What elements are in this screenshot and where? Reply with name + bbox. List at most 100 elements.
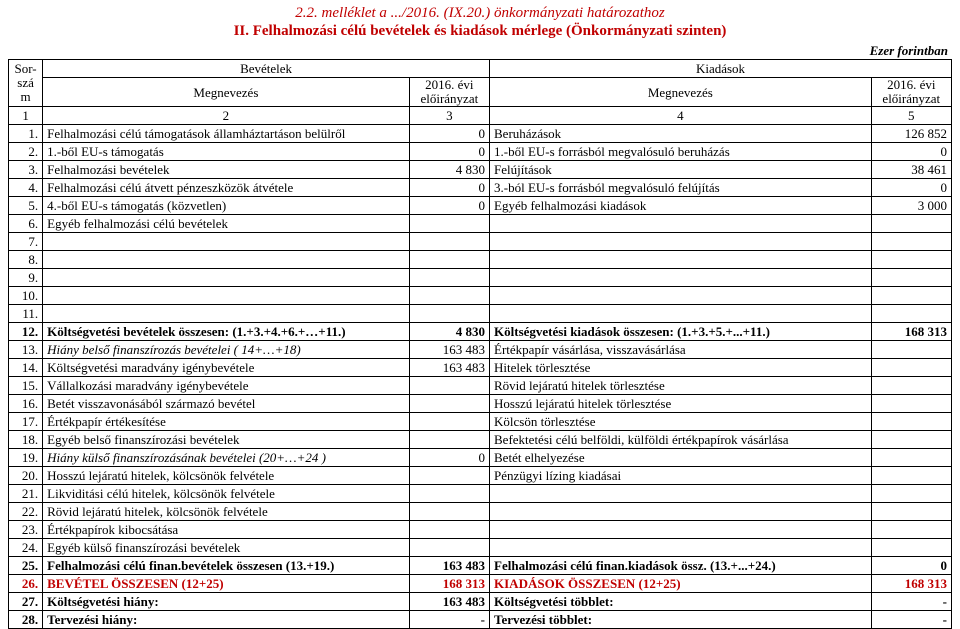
cell: Felhalmozási célú finan.bevételek összes… — [43, 557, 410, 575]
cell: 1.-ből EU-s támogatás — [43, 143, 410, 161]
cell — [409, 377, 489, 395]
cell: KIADÁSOK ÖSSZESEN (12+25) — [490, 575, 872, 593]
cell — [871, 449, 951, 467]
cell — [409, 305, 489, 323]
cell: Befektetési célú belföldi, külföldi érté… — [490, 431, 872, 449]
cell: 3. — [9, 161, 43, 179]
cell: 168 313 — [409, 575, 489, 593]
cell — [871, 431, 951, 449]
cell — [409, 431, 489, 449]
cell: - — [871, 593, 951, 611]
cell — [409, 503, 489, 521]
cell: Felújítások — [490, 161, 872, 179]
cell: 23. — [9, 521, 43, 539]
cell: 168 313 — [871, 575, 951, 593]
cell: 19. — [9, 449, 43, 467]
cell: Vállalkozási maradvány igénybevétele — [43, 377, 410, 395]
cell — [871, 359, 951, 377]
cell — [409, 539, 489, 557]
cell — [871, 215, 951, 233]
cell — [490, 251, 872, 269]
header-line2: II. Felhalmozási célú bevételek és kiadá… — [8, 22, 952, 41]
cell — [871, 341, 951, 359]
cell — [871, 377, 951, 395]
cell: Költségvetési többlet: — [490, 593, 872, 611]
cell — [871, 233, 951, 251]
cell: 14. — [9, 359, 43, 377]
cell — [409, 215, 489, 233]
th-bev: Bevételek — [43, 60, 490, 78]
cell: Tervezési hiány: — [43, 611, 410, 629]
cell — [871, 503, 951, 521]
cell: 18. — [9, 431, 43, 449]
cell — [43, 287, 410, 305]
cell — [490, 233, 872, 251]
cell: 21. — [9, 485, 43, 503]
cell — [871, 413, 951, 431]
cell: 163 483 — [409, 359, 489, 377]
cell: 6. — [9, 215, 43, 233]
cell: 163 483 — [409, 593, 489, 611]
cell: 5. — [9, 197, 43, 215]
cell — [409, 467, 489, 485]
cell: Egyéb felhalmozási kiadások — [490, 197, 872, 215]
cell: 1. — [9, 125, 43, 143]
cell — [871, 287, 951, 305]
cell: 3 000 — [871, 197, 951, 215]
th-megn2: Megnevezés — [490, 78, 872, 107]
cell: Értékpapír vásárlása, visszavásárlása — [490, 341, 872, 359]
cell — [43, 269, 410, 287]
th-c3: 3 — [409, 107, 489, 125]
cell: Kölcsön törlesztése — [490, 413, 872, 431]
cell: 17. — [9, 413, 43, 431]
cell: 163 483 — [409, 557, 489, 575]
cell: 11. — [9, 305, 43, 323]
th-megn1: Megnevezés — [43, 78, 410, 107]
cell: 4 830 — [409, 323, 489, 341]
cell — [409, 485, 489, 503]
cell: Hitelek törlesztése — [490, 359, 872, 377]
cell: 168 313 — [871, 323, 951, 341]
cell — [871, 485, 951, 503]
cell: Hosszú lejáratú hitelek törlesztése — [490, 395, 872, 413]
th-sor: Sor-szá m — [9, 60, 43, 107]
cell: 10. — [9, 287, 43, 305]
cell: 13. — [9, 341, 43, 359]
cell: 3.-ból EU-s forrásból megvalósuló felújí… — [490, 179, 872, 197]
cell — [43, 233, 410, 251]
cell: 28. — [9, 611, 43, 629]
header-unit: Ezer forintban — [8, 43, 952, 59]
cell — [871, 521, 951, 539]
cell — [490, 269, 872, 287]
cell: Likviditási célú hitelek, kölcsönök felv… — [43, 485, 410, 503]
cell: Hiány belső finanszírozás bevételei ( 14… — [43, 341, 410, 359]
cell: 0 — [871, 143, 951, 161]
cell — [490, 485, 872, 503]
cell — [409, 233, 489, 251]
cell: Költségvetési bevételek összesen: (1.+3.… — [43, 323, 410, 341]
th-c5: 5 — [871, 107, 951, 125]
cell: Egyéb felhalmozási célú bevételek — [43, 215, 410, 233]
cell: BEVÉTEL ÖSSZESEN (12+25) — [43, 575, 410, 593]
cell: 24. — [9, 539, 43, 557]
cell: 0 — [409, 197, 489, 215]
cell: Tervezési többlet: — [490, 611, 872, 629]
cell: Rövid lejáratú hitelek törlesztése — [490, 377, 872, 395]
cell: 0 — [409, 125, 489, 143]
cell — [871, 305, 951, 323]
cell: Hiány külső finanszírozásának bevételei … — [43, 449, 410, 467]
cell: 20. — [9, 467, 43, 485]
cell: 4.-ből EU-s támogatás (közvetlen) — [43, 197, 410, 215]
balance-table: Sor-szá m Bevételek Kiadások Megnevezés … — [8, 59, 952, 629]
cell: 25. — [9, 557, 43, 575]
cell: Felhalmozási bevételek — [43, 161, 410, 179]
cell — [409, 251, 489, 269]
cell: 16. — [9, 395, 43, 413]
cell — [43, 305, 410, 323]
cell: Hosszú lejáratú hitelek, kölcsönök felvé… — [43, 467, 410, 485]
cell: 0 — [409, 449, 489, 467]
cell: 27. — [9, 593, 43, 611]
th-c4: 4 — [490, 107, 872, 125]
cell: Pénzügyi lízing kiadásai — [490, 467, 872, 485]
cell: 163 483 — [409, 341, 489, 359]
